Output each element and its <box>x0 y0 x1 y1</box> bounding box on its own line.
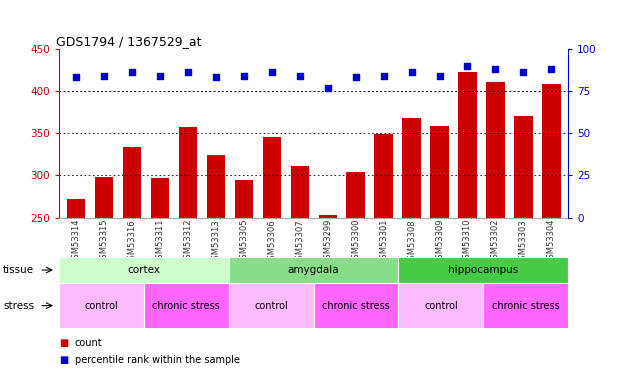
Text: stress: stress <box>3 301 34 310</box>
Bar <box>151 178 169 218</box>
Bar <box>458 72 476 217</box>
Text: chronic stress: chronic stress <box>322 301 390 310</box>
Bar <box>207 155 225 218</box>
Text: chronic stress: chronic stress <box>492 301 560 310</box>
Point <box>183 69 193 75</box>
Bar <box>486 82 504 218</box>
Bar <box>319 215 337 217</box>
Bar <box>122 147 141 218</box>
Bar <box>235 180 253 218</box>
Bar <box>483 283 568 328</box>
Bar <box>402 118 420 218</box>
Point <box>238 73 248 79</box>
Point <box>323 85 333 91</box>
Point <box>351 74 361 81</box>
Text: hippocampus: hippocampus <box>448 265 519 275</box>
Point <box>379 73 389 79</box>
Bar <box>229 283 314 328</box>
Point <box>71 74 81 81</box>
Point <box>491 66 501 72</box>
Bar <box>347 172 365 217</box>
Point <box>127 69 137 75</box>
Point <box>99 73 109 79</box>
Text: ■: ■ <box>59 338 68 348</box>
Point <box>463 63 473 69</box>
Bar <box>263 137 281 218</box>
Text: control: control <box>254 301 288 310</box>
Text: GDS1794 / 1367529_at: GDS1794 / 1367529_at <box>57 34 202 48</box>
Point <box>211 74 220 81</box>
Point <box>155 73 165 79</box>
Point <box>435 73 445 79</box>
Bar <box>291 166 309 218</box>
Text: tissue: tissue <box>3 265 34 275</box>
Point <box>266 69 276 75</box>
Bar <box>542 84 561 218</box>
Bar <box>94 177 113 218</box>
Point <box>519 69 528 75</box>
Bar <box>430 126 448 218</box>
Point <box>546 66 556 72</box>
Bar <box>59 283 144 328</box>
Bar <box>66 199 85 217</box>
Text: count: count <box>75 338 102 348</box>
Bar <box>514 116 533 218</box>
Point <box>294 73 304 79</box>
Bar <box>399 257 568 283</box>
Bar <box>59 257 229 283</box>
Text: cortex: cortex <box>127 265 160 275</box>
Bar <box>399 283 483 328</box>
Text: control: control <box>424 301 458 310</box>
Text: control: control <box>84 301 119 310</box>
Bar <box>314 283 399 328</box>
Text: amygdala: amygdala <box>288 265 340 275</box>
Bar <box>229 257 399 283</box>
Point <box>407 69 417 75</box>
Text: percentile rank within the sample: percentile rank within the sample <box>75 355 240 365</box>
Bar <box>144 283 229 328</box>
Bar <box>374 134 392 218</box>
Bar <box>179 127 197 218</box>
Text: chronic stress: chronic stress <box>152 301 220 310</box>
Text: ■: ■ <box>59 355 68 365</box>
